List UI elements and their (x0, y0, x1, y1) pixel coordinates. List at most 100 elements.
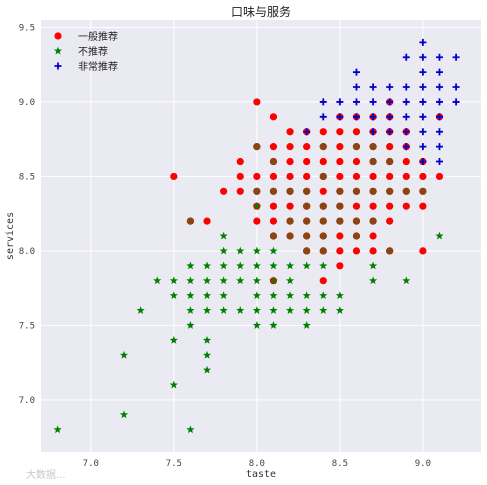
data-point-circle (286, 172, 294, 181)
data-point-star (219, 246, 228, 255)
data-point-circle (303, 202, 311, 210)
data-point-star (53, 425, 62, 434)
data-point-star (202, 306, 212, 314)
data-point-circle (386, 217, 394, 225)
data-point-circle (386, 172, 394, 181)
data-point-star (302, 321, 311, 329)
data-point-circle (419, 247, 427, 255)
data-point-circle (319, 232, 327, 240)
data-point-circle (319, 217, 327, 225)
data-point-circle (286, 232, 294, 240)
data-point-plus (419, 128, 427, 136)
data-point-circle (369, 232, 377, 240)
data-point-circle (386, 143, 394, 151)
data-point-plus (452, 83, 460, 91)
data-point-circle (203, 217, 211, 225)
data-point-plus (352, 113, 360, 121)
y-axis-label: services (5, 212, 16, 260)
data-point-star (368, 276, 378, 285)
x-tick-label: 8.0 (249, 459, 265, 469)
data-point-plus (419, 68, 427, 76)
data-point-circle (286, 187, 294, 195)
x-tick-label: 9.0 (415, 459, 431, 469)
data-point-circle (269, 143, 278, 151)
data-point-circle (186, 217, 195, 225)
data-point-circle (369, 202, 377, 210)
data-point-star (335, 291, 344, 300)
data-point-star (269, 291, 278, 300)
data-point-circle (402, 172, 410, 181)
data-point-star (335, 306, 344, 314)
legend-item: 不推荐 (53, 45, 108, 58)
data-point-star (252, 261, 261, 270)
data-point-circle (336, 217, 344, 225)
series-1 (53, 201, 444, 434)
data-point-star (319, 306, 328, 314)
data-point-star (119, 410, 129, 419)
data-point-plus (369, 83, 377, 91)
data-point-circle (269, 217, 278, 225)
data-point-plus (419, 158, 427, 166)
data-point-star (236, 276, 245, 285)
x-tick-label: 7.0 (83, 459, 99, 469)
x-tick-labels: 7.0 7.5 8.0 8.5 9.0 (83, 459, 431, 469)
plot-background (41, 20, 481, 452)
data-point-circle (303, 217, 311, 225)
data-point-star (119, 350, 129, 359)
data-point-plus (452, 53, 460, 61)
data-point-circle (336, 143, 344, 151)
data-point-plus (419, 53, 427, 61)
series-3 (186, 143, 427, 255)
data-points (53, 38, 460, 434)
data-point-star (186, 321, 195, 329)
data-point-star (252, 321, 261, 329)
data-point-star (269, 276, 278, 285)
legend-marker (54, 62, 62, 70)
data-point-plus (319, 98, 327, 106)
data-point-circle (286, 143, 294, 151)
x-tick-label: 8.5 (332, 459, 348, 469)
data-point-circle (286, 202, 294, 210)
data-point-star (252, 306, 261, 314)
data-point-star (319, 261, 328, 270)
data-point-star (302, 261, 311, 270)
data-point-star (169, 380, 178, 389)
data-point-plus (352, 83, 360, 91)
data-point-star (368, 261, 378, 270)
data-point-plus (369, 98, 377, 106)
data-point-star (285, 261, 295, 270)
data-point-star (435, 231, 444, 240)
data-point-plus (419, 83, 427, 91)
data-point-star (219, 231, 228, 240)
data-point-circle (319, 157, 327, 166)
data-point-circle (336, 262, 344, 270)
data-point-circle (369, 143, 377, 151)
data-point-circle (286, 157, 294, 166)
y-tick-label: 7.0 (19, 396, 35, 406)
data-point-star (252, 201, 261, 210)
data-point-circle (369, 217, 377, 225)
data-point-plus (402, 98, 410, 106)
data-point-circle (419, 202, 427, 210)
data-point-plus (419, 38, 427, 46)
data-point-circle (386, 157, 394, 166)
data-point-star (252, 276, 261, 285)
data-point-plus (435, 68, 443, 76)
data-point-circle (352, 143, 361, 151)
data-point-plus (402, 113, 410, 121)
data-point-plus (435, 128, 443, 136)
data-point-star (219, 306, 228, 314)
data-point-plus (435, 113, 443, 121)
data-point-star (202, 291, 212, 300)
data-point-circle (402, 202, 410, 210)
data-point-circle (303, 172, 311, 181)
data-point-circle (419, 187, 427, 195)
data-point-plus (435, 98, 443, 106)
data-point-circle (352, 247, 361, 255)
data-point-circle (386, 187, 394, 195)
data-point-star (186, 261, 195, 270)
data-point-circle (319, 128, 327, 136)
data-point-plus (435, 83, 443, 91)
data-point-circle (253, 143, 261, 151)
